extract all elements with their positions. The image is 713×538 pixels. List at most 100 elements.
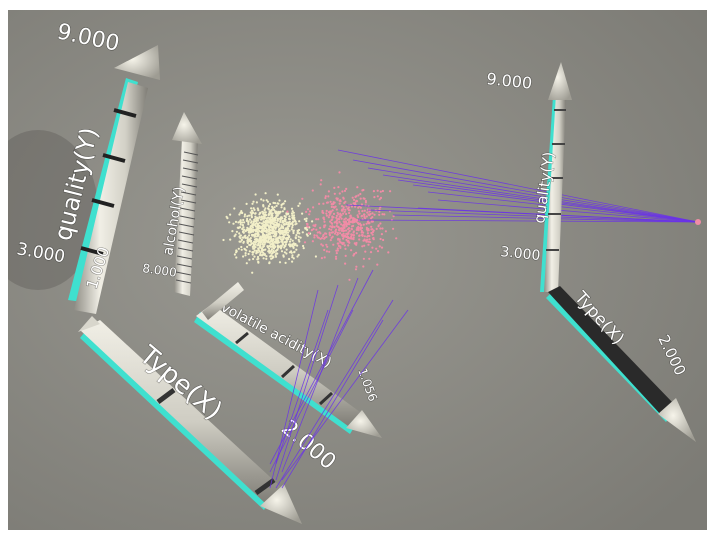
axis-shaft bbox=[548, 286, 674, 416]
scatter-point bbox=[327, 195, 330, 198]
scatter-point bbox=[314, 255, 317, 258]
scatter-point bbox=[339, 232, 342, 235]
scatter-point bbox=[392, 227, 395, 230]
scatter-point bbox=[268, 262, 271, 265]
scatter-point bbox=[365, 222, 368, 225]
scatter-point bbox=[271, 240, 274, 243]
scatter-point bbox=[239, 211, 242, 214]
scatter-point bbox=[232, 222, 235, 225]
scatter-point bbox=[282, 221, 285, 224]
scatter-point bbox=[264, 223, 267, 226]
scatter-point bbox=[251, 251, 254, 254]
scatter-point bbox=[265, 257, 268, 260]
scatter-point bbox=[380, 246, 384, 249]
scatter-point bbox=[311, 240, 314, 243]
scatter-point bbox=[316, 231, 319, 234]
scatter-point bbox=[260, 230, 263, 233]
scatter-point bbox=[284, 240, 287, 244]
scatter-point bbox=[222, 238, 225, 242]
scatter-point bbox=[266, 200, 269, 203]
scatter-point bbox=[326, 245, 329, 248]
scatter-point bbox=[237, 221, 240, 224]
scatter-point bbox=[364, 201, 367, 204]
link-line bbox=[275, 309, 329, 465]
scatter-point bbox=[314, 223, 317, 226]
right-quality-axis[interactable]: quality(Y) 9.000 3.000 bbox=[485, 62, 572, 292]
scatter-point bbox=[270, 254, 273, 257]
scatter-point bbox=[272, 229, 275, 232]
scatter-point bbox=[235, 249, 238, 252]
scatter-point bbox=[295, 248, 298, 251]
link-line bbox=[275, 284, 339, 481]
scatter-point bbox=[268, 247, 271, 250]
scatter-point bbox=[272, 201, 275, 204]
scatter-point bbox=[312, 206, 315, 209]
scatter-point bbox=[263, 235, 266, 238]
scatter-point bbox=[280, 217, 283, 220]
scatter-point bbox=[276, 237, 279, 240]
scatter-point bbox=[257, 243, 260, 247]
scatter-point bbox=[343, 189, 347, 192]
scatter-point bbox=[258, 239, 261, 242]
scatter-point bbox=[256, 207, 259, 210]
scatter-point bbox=[251, 253, 254, 256]
scatter-point bbox=[297, 235, 300, 238]
scatter-point bbox=[339, 227, 342, 230]
scatter-point bbox=[344, 247, 347, 250]
scatter-point bbox=[333, 232, 337, 235]
scatter-point bbox=[357, 206, 360, 209]
scatter-point bbox=[340, 214, 343, 217]
scatter-point bbox=[252, 200, 255, 203]
scatter-point bbox=[238, 235, 241, 238]
scatter-point bbox=[368, 238, 371, 241]
scatter-point bbox=[269, 235, 272, 239]
right-quality-min: 3.000 bbox=[500, 244, 542, 264]
scatter-point bbox=[259, 253, 262, 256]
scatter-point bbox=[260, 249, 263, 252]
scatter-point bbox=[235, 251, 238, 254]
scatter-point bbox=[305, 217, 308, 220]
3d-scene[interactable]: quality(Y) 9.000 3.000 1.000 alcohol(Y) … bbox=[8, 10, 707, 530]
scatter-point bbox=[285, 223, 288, 226]
scatter-point bbox=[267, 207, 270, 210]
scatter-point bbox=[325, 212, 328, 215]
scatter-point bbox=[264, 207, 267, 210]
scatter-point bbox=[324, 196, 327, 200]
axis-arrow-icon bbox=[548, 62, 572, 100]
scatter-point bbox=[253, 220, 256, 223]
scatter-point bbox=[338, 199, 341, 202]
scatter-point bbox=[363, 209, 366, 212]
scatter-point bbox=[261, 217, 264, 220]
scatter-point bbox=[379, 237, 382, 241]
scatter-point bbox=[338, 192, 341, 195]
scatter-point bbox=[246, 241, 249, 244]
scatter-point bbox=[291, 222, 294, 225]
scatter-point bbox=[265, 199, 268, 202]
scatter-point bbox=[372, 190, 375, 193]
scatter-point bbox=[332, 206, 335, 209]
scatter-point bbox=[362, 265, 365, 268]
scatter-point bbox=[287, 235, 291, 238]
axis-ticks bbox=[235, 331, 334, 406]
scatter-point bbox=[352, 202, 355, 205]
scatter-point bbox=[276, 217, 279, 221]
scatter-point bbox=[291, 254, 294, 257]
scatter-point bbox=[371, 212, 374, 215]
scatter-point bbox=[292, 229, 295, 233]
scatter-point bbox=[239, 219, 242, 222]
scatter-point bbox=[325, 243, 328, 246]
scatter-point bbox=[371, 228, 374, 231]
scatter-point bbox=[234, 233, 237, 236]
scatter-point bbox=[255, 249, 258, 252]
scatter-point bbox=[291, 256, 294, 259]
scatter-point bbox=[265, 255, 268, 258]
scatter-point bbox=[347, 227, 351, 230]
scatter-point bbox=[301, 197, 304, 200]
scatter-point bbox=[267, 240, 270, 243]
scatter-point bbox=[347, 209, 351, 212]
scatter-point bbox=[256, 226, 259, 230]
link-line bbox=[437, 199, 699, 223]
scatter-point bbox=[303, 241, 307, 244]
scatter-point bbox=[333, 192, 336, 195]
scatter-point bbox=[246, 239, 249, 242]
